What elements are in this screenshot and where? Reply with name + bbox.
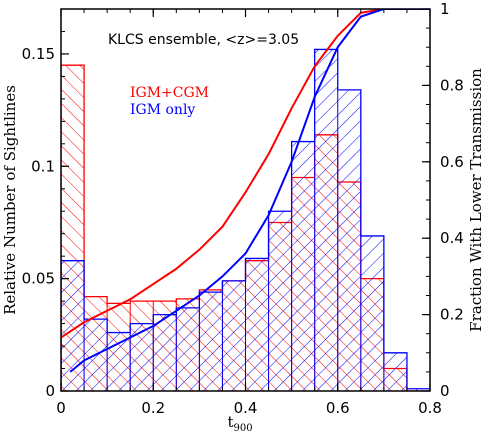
y-tick-label: 0 — [45, 382, 55, 400]
y2-tick-label: 0.2 — [440, 306, 464, 324]
bar-igm-only — [383, 352, 407, 391]
cumulative-curves — [61, 9, 430, 373]
bar-igm-only — [107, 332, 131, 391]
cdf-line-igm-only — [69, 9, 430, 373]
legend-igm-only: IGM only — [130, 102, 195, 118]
bar-igm-only — [61, 260, 85, 391]
x-axis-title-main: t — [227, 413, 233, 431]
bar-igm-only — [245, 258, 269, 391]
histogram-igm-only — [61, 48, 430, 391]
bar-igm-only — [176, 307, 200, 391]
x-tick-label: 0 — [56, 399, 66, 417]
bar-igm-only — [153, 314, 177, 391]
bar-igm-only — [314, 49, 338, 391]
x-axis-title: t900 — [227, 413, 252, 434]
y2-tick-label: 0 — [440, 382, 450, 400]
bar-igm-only-outline — [61, 48, 430, 391]
y-axis-title: Relative Number of Sightlines — [1, 85, 19, 315]
x-axis-title-sub: 900 — [233, 423, 252, 434]
x-tick-label: 0.6 — [326, 399, 350, 417]
y2-tick-label: 0.8 — [440, 76, 464, 94]
ensemble-annotation: KLCS ensemble, <z>=3.05 — [108, 32, 299, 48]
y2-tick-label: 1 — [440, 0, 450, 18]
y-tick-label: 0.15 — [22, 45, 55, 63]
bar-igm-only — [199, 292, 223, 391]
y2-tick-label: 0.4 — [440, 229, 464, 247]
x-tick-label: 0.8 — [418, 399, 442, 417]
x-tick-label: 0.4 — [234, 399, 258, 417]
y-tick-label: 0.1 — [31, 157, 55, 175]
y-tick-label: 0.05 — [22, 270, 55, 288]
bar-igm-only — [222, 280, 246, 391]
bar-igm-only — [337, 89, 361, 391]
cdf-line-igm-cgm — [61, 9, 430, 339]
y2-tick-label: 0.6 — [440, 153, 464, 171]
bar-igm-only — [291, 141, 315, 391]
bar-igm-only — [130, 323, 154, 391]
bar-igm-only — [360, 235, 384, 391]
legend-igm-cgm: IGM+CGM — [130, 85, 209, 101]
x-tick-label: 0.2 — [141, 399, 165, 417]
y2-axis-title: Fraction With Lower Transmission — [467, 68, 485, 332]
bar-igm-only — [268, 211, 292, 391]
bar-igm-only — [406, 388, 430, 391]
